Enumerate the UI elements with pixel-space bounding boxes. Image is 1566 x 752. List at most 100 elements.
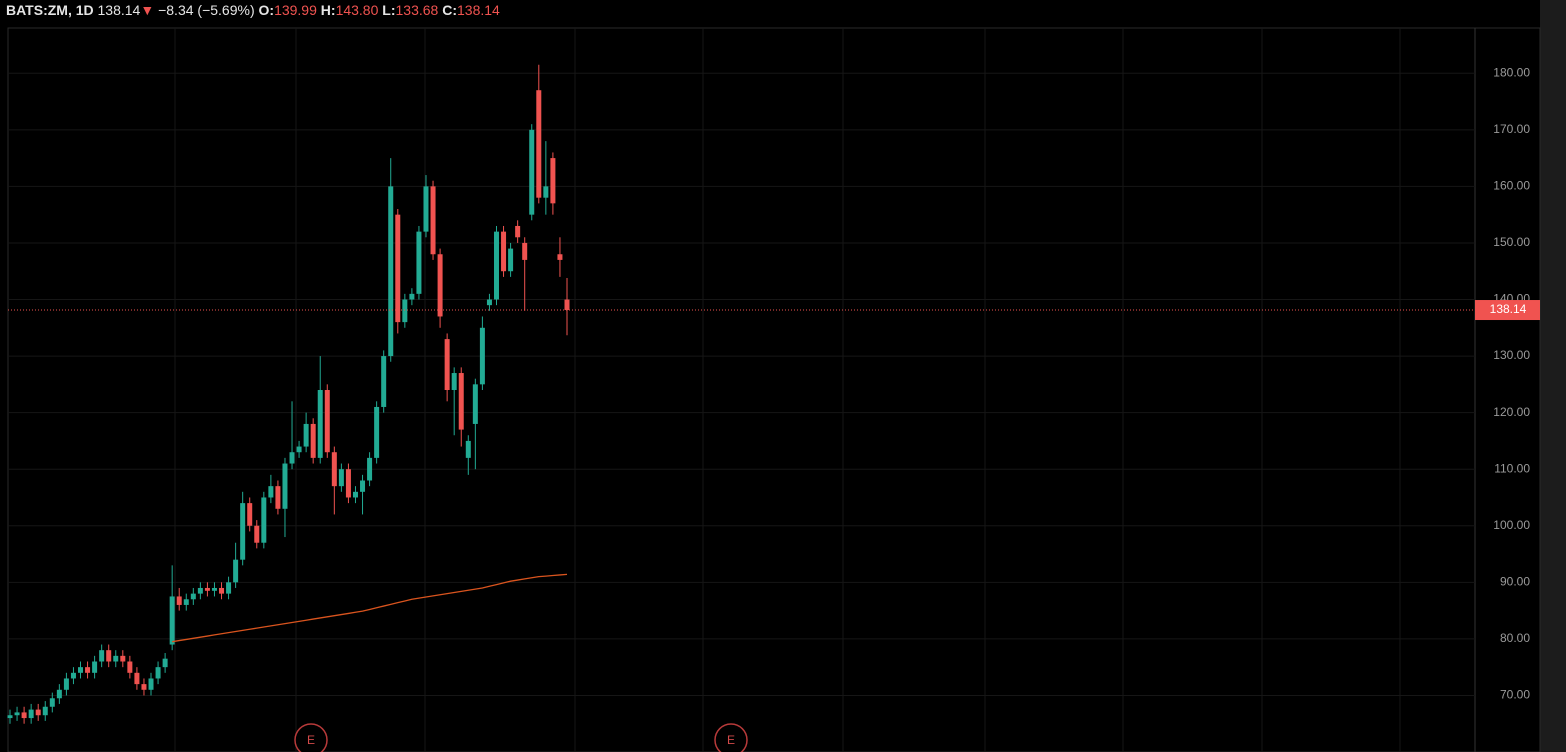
- candle-body: [388, 186, 394, 357]
- candle-body: [197, 587, 203, 594]
- y-tick-label: 110.00: [1494, 461, 1530, 475]
- candle-body: [106, 650, 112, 662]
- candle-body: [219, 587, 225, 594]
- candle-body: [324, 390, 330, 453]
- candle-body: [317, 390, 323, 458]
- y-tick-label: 100.00: [1493, 518, 1530, 532]
- candle-body: [345, 469, 351, 498]
- candle-body: [92, 661, 98, 673]
- candle-body: [183, 599, 189, 605]
- candle-body: [176, 596, 182, 605]
- candle-body: [331, 452, 337, 487]
- candle-body: [543, 186, 549, 198]
- candle-body: [367, 457, 373, 481]
- y-tick-label: 180.00: [1493, 65, 1530, 79]
- event-marker-label: E: [307, 733, 315, 747]
- candle-body: [381, 356, 387, 407]
- candle-body: [472, 384, 478, 424]
- y-tick-label: 120.00: [1493, 405, 1530, 419]
- candle-body: [42, 706, 48, 716]
- symbol: BATS:ZM, 1D: [6, 2, 94, 18]
- ohlc-label: C:: [442, 2, 457, 18]
- candle-body: [508, 248, 514, 272]
- candle-body: [99, 650, 105, 662]
- candle-body: [162, 658, 168, 668]
- candle-body: [310, 423, 316, 458]
- candle-body: [190, 593, 196, 600]
- candle-body: [564, 299, 570, 311]
- y-tick-label: 130.00: [1493, 348, 1530, 362]
- candle-body: [275, 486, 281, 509]
- legend-header: BATS:ZM, 1D 138.14▼ −8.34 (−5.69%) O:139…: [6, 2, 500, 18]
- candle-body: [352, 491, 358, 498]
- candle-body: [289, 452, 295, 464]
- ohlc-value: 138.14: [457, 2, 500, 18]
- event-marker: [294, 723, 328, 752]
- candle-body: [444, 339, 450, 390]
- candle-body: [78, 667, 84, 673]
- candle-body: [240, 503, 246, 560]
- candle-body: [211, 587, 217, 591]
- candle-body: [35, 709, 41, 716]
- ohlc-label: L:: [382, 2, 396, 18]
- candle-body: [141, 684, 147, 690]
- candle-body: [254, 525, 260, 543]
- y-tick-label: 160.00: [1493, 179, 1530, 193]
- candle-body: [437, 254, 443, 317]
- candle-body: [204, 587, 210, 591]
- arrow: ▼: [140, 2, 155, 18]
- candle-body: [28, 709, 34, 719]
- y-tick-label: 150.00: [1493, 235, 1530, 249]
- candle-body: [493, 231, 499, 300]
- candle-body: [536, 90, 542, 198]
- candle-body: [261, 497, 267, 543]
- ohlc-value: 143.80: [335, 2, 379, 18]
- candle-body: [430, 186, 436, 255]
- candle-body: [63, 678, 69, 690]
- moving-average: [172, 573, 568, 643]
- candle-body: [14, 712, 20, 716]
- candle-body: [296, 446, 302, 453]
- candle-body: [134, 672, 140, 685]
- candle-body: [7, 715, 13, 719]
- last-price-box: [1475, 300, 1540, 321]
- candle-body: [486, 299, 492, 306]
- candle-body: [226, 582, 232, 594]
- last-price: 138.14: [97, 2, 141, 18]
- candle-body: [423, 186, 429, 232]
- ohlc-value: 133.68: [395, 2, 439, 18]
- candle-body: [120, 655, 126, 662]
- candle-body: [550, 158, 556, 204]
- vertical-grid: [174, 28, 1401, 752]
- candle-body: [409, 293, 415, 300]
- candle-body: [155, 667, 161, 679]
- candle-body: [479, 327, 485, 385]
- last-price-label: 138.14: [1490, 302, 1527, 316]
- ohlc-label: H:: [320, 2, 336, 18]
- candle-body: [21, 712, 27, 719]
- y-tick-label: 170.00: [1493, 122, 1530, 136]
- candle-body: [303, 423, 309, 447]
- candle-body: [360, 480, 366, 492]
- candle-body: [282, 463, 288, 509]
- candle-body: [501, 231, 507, 272]
- candle-body: [56, 689, 62, 699]
- candle-body: [451, 373, 457, 390]
- candle-body: [515, 225, 521, 238]
- y-tick-label: 70.00: [1500, 688, 1530, 702]
- change: −8.34 (−5.69%): [158, 2, 255, 18]
- candle-body: [402, 299, 408, 323]
- side-panel: [1540, 0, 1566, 752]
- candle-body: [268, 486, 274, 498]
- candle-body: [70, 672, 76, 679]
- candle-body: [113, 655, 119, 662]
- candle-body: [374, 406, 380, 458]
- chart-frame: [7, 27, 1541, 752]
- ohlc-label: O:: [258, 2, 275, 18]
- candle-body: [522, 242, 528, 260]
- candle-body: [529, 129, 535, 215]
- y-tick-label: 80.00: [1500, 631, 1530, 645]
- candle-body: [465, 440, 471, 458]
- event-marker-label: E: [727, 733, 735, 747]
